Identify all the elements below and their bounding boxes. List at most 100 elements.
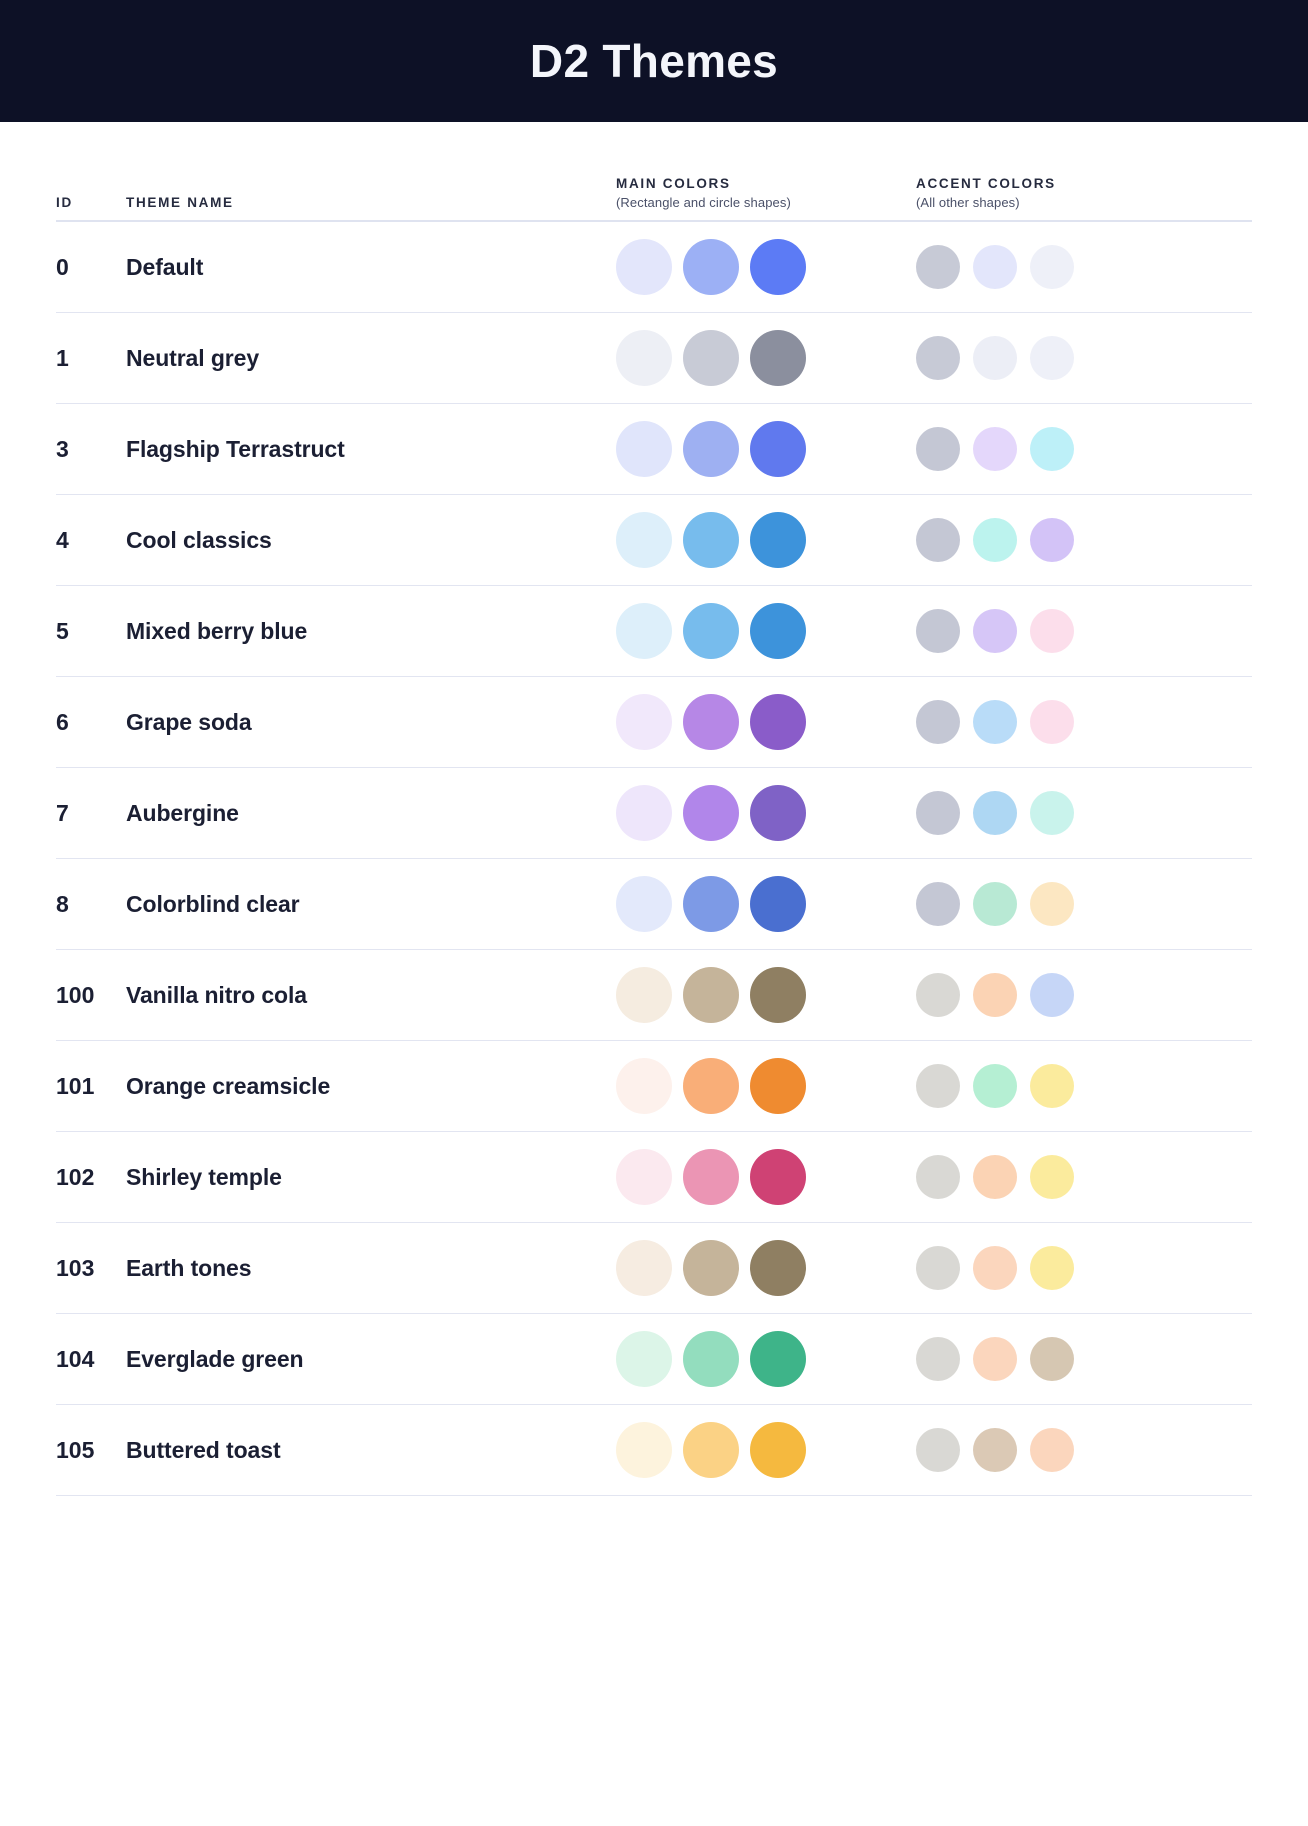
- table-row: 7 Aubergine: [56, 768, 1252, 859]
- accent-color-swatches: [916, 973, 1216, 1017]
- table-row: 103 Earth tones: [56, 1223, 1252, 1314]
- theme-name: Default: [126, 253, 204, 280]
- accent-color-swatch: [973, 973, 1017, 1017]
- column-header-theme-name: THEME NAME: [126, 195, 234, 210]
- main-color-swatches: [616, 876, 916, 932]
- theme-name: Buttered toast: [126, 1436, 281, 1463]
- main-color-swatch: [750, 1331, 806, 1387]
- accent-color-swatch: [916, 1064, 960, 1108]
- theme-id: 8: [56, 890, 69, 917]
- accent-color-swatch: [916, 700, 960, 744]
- main-color-swatch: [683, 1149, 739, 1205]
- main-color-swatch: [683, 239, 739, 295]
- main-color-swatch: [683, 330, 739, 386]
- table-row: 101 Orange creamsicle: [56, 1041, 1252, 1132]
- column-header-accent-colors-label: ACCENT COLORS: [916, 176, 1056, 191]
- main-color-swatches: [616, 785, 916, 841]
- accent-color-swatches: [916, 336, 1216, 380]
- accent-color-swatch: [973, 518, 1017, 562]
- main-color-swatch: [616, 785, 672, 841]
- main-color-swatches: [616, 1331, 916, 1387]
- main-color-swatch: [616, 603, 672, 659]
- accent-color-swatch: [1030, 700, 1074, 744]
- accent-color-swatch: [916, 973, 960, 1017]
- theme-id: 1: [56, 344, 69, 371]
- main-color-swatches: [616, 1058, 916, 1114]
- accent-color-swatches: [916, 882, 1216, 926]
- main-color-swatch: [750, 1149, 806, 1205]
- theme-name: Earth tones: [126, 1254, 252, 1281]
- main-color-swatch: [683, 1422, 739, 1478]
- accent-color-swatch: [916, 882, 960, 926]
- theme-id: 6: [56, 708, 69, 735]
- main-color-swatch: [616, 1240, 672, 1296]
- main-color-swatch: [616, 512, 672, 568]
- main-color-swatch: [750, 603, 806, 659]
- main-color-swatch: [750, 1058, 806, 1114]
- themes-table: ID THEME NAME MAIN COLORS (Rectangle and…: [0, 122, 1308, 1496]
- main-color-swatch: [616, 239, 672, 295]
- accent-color-swatch: [973, 882, 1017, 926]
- column-header-accent-colors-sublabel: (All other shapes): [916, 195, 1020, 210]
- table-row: 102 Shirley temple: [56, 1132, 1252, 1223]
- theme-name: Aubergine: [126, 799, 239, 826]
- main-color-swatches: [616, 239, 916, 295]
- theme-name: Shirley temple: [126, 1163, 282, 1190]
- theme-name: Mixed berry blue: [126, 617, 308, 644]
- main-color-swatch: [683, 694, 739, 750]
- table-body: 0 Default 1 Neutral grey 3 Flagship Terrastru…: [56, 222, 1252, 1496]
- accent-color-swatches: [916, 1337, 1216, 1381]
- theme-name: Flagship Terrastruct: [126, 435, 345, 462]
- accent-color-swatches: [916, 609, 1216, 653]
- theme-name: Vanilla nitro cola: [126, 981, 307, 1008]
- main-color-swatch: [616, 1331, 672, 1387]
- column-header-id: ID: [56, 195, 73, 210]
- main-color-swatch: [616, 1149, 672, 1205]
- table-row: 8 Colorblind clear: [56, 859, 1252, 950]
- main-color-swatch: [616, 421, 672, 477]
- accent-color-swatch: [1030, 1064, 1074, 1108]
- theme-name: Colorblind clear: [126, 890, 300, 917]
- accent-color-swatch: [973, 609, 1017, 653]
- main-color-swatch: [683, 785, 739, 841]
- accent-color-swatch: [1030, 882, 1074, 926]
- main-color-swatches: [616, 512, 916, 568]
- main-color-swatch: [750, 1422, 806, 1478]
- accent-color-swatch: [916, 427, 960, 471]
- theme-id: 105: [56, 1436, 95, 1463]
- accent-color-swatch: [1030, 1428, 1074, 1472]
- main-color-swatch: [683, 603, 739, 659]
- accent-color-swatches: [916, 1428, 1216, 1472]
- main-color-swatch: [683, 967, 739, 1023]
- accent-color-swatch: [916, 1246, 960, 1290]
- main-color-swatch: [750, 876, 806, 932]
- accent-color-swatch: [916, 1155, 960, 1199]
- accent-color-swatch: [1030, 1155, 1074, 1199]
- theme-id: 100: [56, 981, 95, 1008]
- main-color-swatches: [616, 1422, 916, 1478]
- column-header-main-colors: MAIN COLORS (Rectangle and circle shapes…: [616, 176, 916, 210]
- accent-color-swatches: [916, 700, 1216, 744]
- accent-color-swatch: [1030, 427, 1074, 471]
- main-color-swatch: [616, 330, 672, 386]
- main-color-swatches: [616, 330, 916, 386]
- accent-color-swatch: [973, 245, 1017, 289]
- table-row: 3 Flagship Terrastruct: [56, 404, 1252, 495]
- main-color-swatch: [750, 694, 806, 750]
- accent-color-swatch: [973, 427, 1017, 471]
- accent-color-swatch: [973, 1064, 1017, 1108]
- theme-id: 3: [56, 435, 69, 462]
- accent-color-swatch: [973, 1337, 1017, 1381]
- accent-color-swatch: [1030, 791, 1074, 835]
- accent-color-swatch: [1030, 973, 1074, 1017]
- main-color-swatch: [750, 967, 806, 1023]
- accent-color-swatch: [973, 1428, 1017, 1472]
- theme-id: 104: [56, 1345, 95, 1372]
- theme-id: 4: [56, 526, 69, 553]
- accent-color-swatch: [916, 1337, 960, 1381]
- main-color-swatch: [616, 1058, 672, 1114]
- accent-color-swatches: [916, 1246, 1216, 1290]
- column-header-main-colors-sublabel: (Rectangle and circle shapes): [616, 195, 791, 210]
- accent-color-swatch: [916, 609, 960, 653]
- theme-id: 103: [56, 1254, 95, 1281]
